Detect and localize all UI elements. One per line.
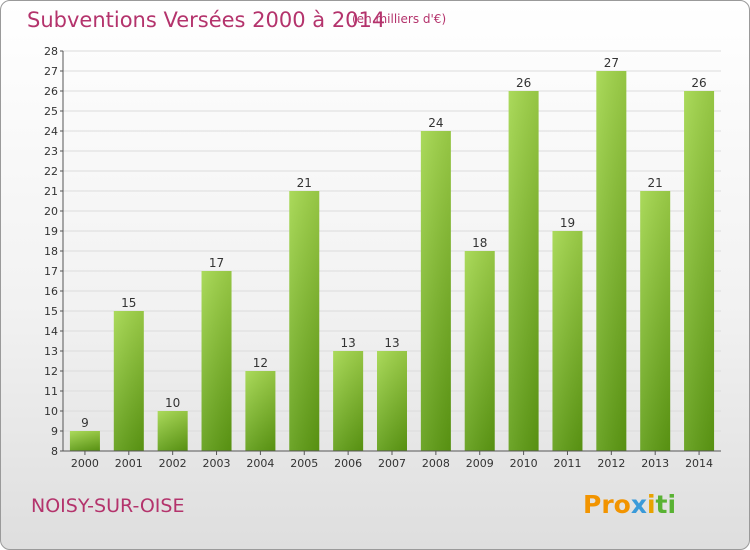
y-tick-label: 13 <box>44 345 58 358</box>
bar-shade <box>508 91 539 451</box>
bar-value-label: 24 <box>428 116 443 130</box>
bar-shade <box>289 191 320 451</box>
y-tick-label: 27 <box>44 65 58 78</box>
bar-shade <box>201 271 232 451</box>
y-tick-label: 15 <box>44 305 58 318</box>
y-tick-label: 21 <box>44 185 58 198</box>
bar-value-label: 12 <box>253 356 268 370</box>
x-tick-label: 2001 <box>115 457 143 470</box>
x-tick-label: 2007 <box>378 457 406 470</box>
brand-part-3: i <box>646 490 656 519</box>
bar-value-label: 17 <box>209 256 224 270</box>
bar-shade <box>552 231 583 451</box>
bar-value-label: 13 <box>384 336 399 350</box>
y-tick-label: 17 <box>44 265 58 278</box>
bar-value-label: 19 <box>560 216 575 230</box>
x-tick-label: 2005 <box>290 457 318 470</box>
y-tick-label: 23 <box>44 145 58 158</box>
axes: 8 9 10 11 12 13 14 15 16 17 18 19 20 21 22 23 24 25 26 27 28… <box>44 45 721 470</box>
bar-shade <box>464 251 495 451</box>
bar-value-label: 18 <box>472 236 487 250</box>
bar-shade <box>377 351 407 451</box>
city-name: NOISY-SUR-OISE <box>31 495 185 517</box>
y-tick-label: 26 <box>44 85 58 98</box>
brand-part-4: ti <box>655 490 677 519</box>
y-tick-label: 22 <box>44 165 58 178</box>
bar-shade <box>333 351 364 451</box>
bar-value-label: 27 <box>604 56 619 70</box>
bar-value-label: 26 <box>691 76 706 90</box>
bar-shade <box>113 311 144 451</box>
chart-title: Subventions Versées 2000 à 2014 <box>27 8 386 32</box>
bar-shade <box>684 91 715 451</box>
x-tick-label: 2012 <box>597 457 625 470</box>
bar-shade <box>640 191 671 451</box>
x-tick-label: 2008 <box>422 457 450 470</box>
chart-subtitle: (en milliers d'€) <box>352 12 447 26</box>
x-tick-label: 2013 <box>641 457 669 470</box>
y-tick-label: 16 <box>44 285 58 298</box>
bar-value-label: 10 <box>165 396 180 410</box>
bar-chart: 9 15 10 17 12 21 13 13 24 18 26 19 27 21 26 8 9 10 11 12 13… <box>44 45 721 470</box>
y-tick-label: 11 <box>44 385 58 398</box>
bar-value-label: 13 <box>340 336 355 350</box>
x-tick-label: 2009 <box>466 457 494 470</box>
x-tick-label: 2010 <box>510 457 538 470</box>
bar-shade <box>596 71 627 451</box>
bar-shade <box>69 431 100 451</box>
bar-value-label: 26 <box>516 76 531 90</box>
brand-part-2: x <box>630 490 647 519</box>
y-tick-label: 19 <box>44 225 58 238</box>
bar-shade <box>157 411 188 451</box>
y-tick-label: 28 <box>44 45 58 58</box>
x-tick-label: 2011 <box>553 457 581 470</box>
x-tick-label: 2003 <box>203 457 231 470</box>
bar-value-label: 21 <box>297 176 312 190</box>
bars: 9 15 10 17 12 21 13 13 24 18 26 19 27 21 26 <box>69 56 715 451</box>
x-tick-label: 2000 <box>71 457 99 470</box>
brand-part-1: Pro <box>583 490 631 519</box>
bar-value-label: 21 <box>648 176 663 190</box>
y-tick-label: 24 <box>44 125 58 138</box>
y-tick-label: 18 <box>44 245 58 258</box>
y-tick-label: 9 <box>51 425 58 438</box>
bar-value-label: 9 <box>81 416 89 430</box>
y-tick-label: 8 <box>51 445 58 458</box>
x-tick-label: 2002 <box>159 457 187 470</box>
x-tick-label: 2006 <box>334 457 362 470</box>
y-tick-label: 10 <box>44 405 58 418</box>
y-tick-label: 25 <box>44 105 58 118</box>
x-tick-label: 2004 <box>246 457 274 470</box>
y-tick-label: 20 <box>44 205 58 218</box>
y-tick-label: 14 <box>44 325 58 338</box>
x-tick-label: 2014 <box>685 457 713 470</box>
bar-shade <box>245 371 276 451</box>
bar-value-label: 15 <box>121 296 136 310</box>
bar-shade <box>420 131 451 451</box>
y-tick-label: 12 <box>44 365 58 378</box>
brand-logo: Proxiti <box>583 490 676 519</box>
